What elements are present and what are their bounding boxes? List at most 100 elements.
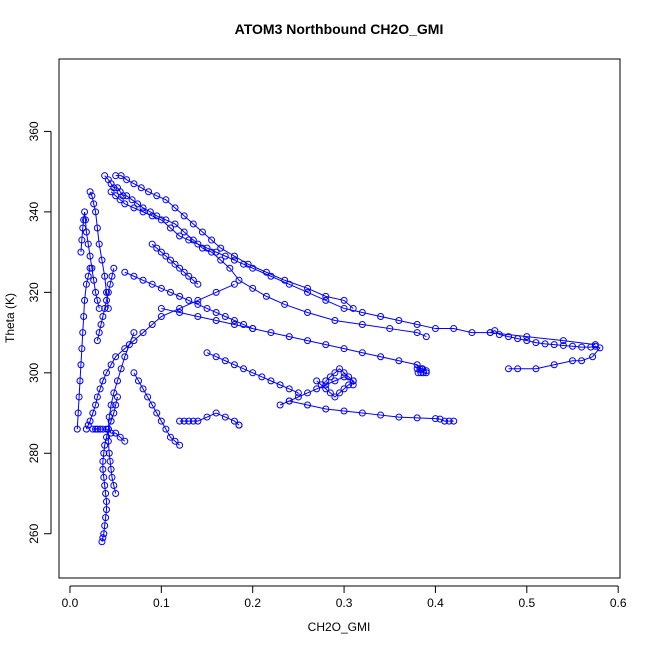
data-point (331, 317, 339, 325)
data-point (212, 409, 220, 417)
data-series (148, 240, 202, 288)
data-point (157, 417, 165, 425)
data-point (110, 389, 118, 397)
data-point (77, 361, 85, 369)
data-point (92, 208, 100, 216)
data-point (121, 353, 129, 361)
data-point (304, 401, 312, 409)
data-point (123, 192, 131, 200)
data-point (523, 333, 531, 341)
data-point (194, 296, 202, 304)
data-point (322, 405, 330, 413)
data-point (414, 369, 422, 377)
data-point (281, 300, 289, 308)
data-point (103, 288, 111, 296)
data-point (162, 216, 170, 224)
data-point (93, 337, 101, 345)
data-point (101, 272, 109, 280)
data-point (322, 377, 330, 385)
data-point (262, 292, 270, 300)
data-point (249, 369, 257, 377)
series-line (89, 191, 109, 309)
data-series (82, 280, 238, 433)
data-point (578, 357, 586, 365)
data-point (84, 240, 92, 248)
data-point (326, 389, 334, 397)
data-point (145, 188, 153, 196)
data-point (107, 417, 115, 425)
data-point (240, 260, 248, 268)
data-point (413, 329, 421, 337)
data-point (336, 389, 343, 397)
data-point (128, 196, 136, 204)
series-line (133, 372, 180, 446)
data-point (103, 369, 111, 377)
data-point (79, 224, 87, 232)
data-point (249, 284, 257, 292)
data-point (86, 252, 94, 260)
data-point (235, 421, 243, 429)
data-point (112, 401, 120, 409)
data-point (134, 377, 142, 385)
data-point (413, 414, 421, 422)
data-point (217, 256, 225, 264)
data-point (84, 421, 92, 429)
data-point (89, 409, 97, 417)
data-point (431, 325, 439, 333)
data-point (76, 377, 84, 385)
data-point (113, 393, 121, 401)
data-point (304, 389, 312, 397)
series-line (151, 243, 199, 285)
data-point (78, 236, 86, 244)
data-point (358, 349, 366, 357)
data-point (93, 296, 101, 304)
data-point (103, 498, 111, 506)
data-point (101, 441, 109, 449)
data-point (80, 312, 88, 320)
data-point (107, 188, 115, 196)
data-point (100, 530, 108, 538)
data-series (112, 172, 357, 312)
data-point (180, 417, 188, 425)
x-tick-label: 0.4 (427, 596, 444, 610)
data-point (358, 409, 366, 417)
data-series (285, 397, 458, 425)
data-point (148, 212, 156, 220)
data-series (486, 327, 604, 373)
data-point (417, 369, 425, 377)
data-point (121, 437, 129, 445)
data-point (130, 204, 138, 212)
data-point (304, 284, 312, 292)
data-series (176, 409, 243, 429)
data-point (112, 353, 120, 361)
data-point (568, 342, 576, 350)
data-point (189, 417, 197, 425)
series-line (110, 191, 596, 346)
data-point (93, 224, 101, 232)
y-tick-label: 340 (27, 202, 41, 222)
data-point (523, 337, 531, 345)
data-point (559, 341, 567, 349)
data-point (285, 333, 293, 341)
data-point (377, 411, 385, 419)
data-point (75, 393, 83, 401)
data-point (112, 490, 120, 498)
data-point (92, 425, 100, 433)
data-point (148, 401, 156, 409)
data-point (162, 252, 170, 260)
y-tick-label: 320 (27, 282, 41, 302)
series-line (104, 175, 427, 338)
data-point (130, 337, 138, 345)
data-point (203, 413, 211, 421)
data-point (340, 373, 348, 381)
data-series (203, 349, 302, 397)
data-series (130, 369, 184, 449)
data-point (230, 321, 238, 329)
y-axis-label: Theta (K) (3, 293, 17, 343)
data-point (139, 208, 147, 216)
data-point (157, 284, 165, 292)
data-point (88, 192, 96, 200)
data-point (194, 417, 202, 425)
data-point (267, 377, 275, 385)
data-point (108, 272, 116, 280)
